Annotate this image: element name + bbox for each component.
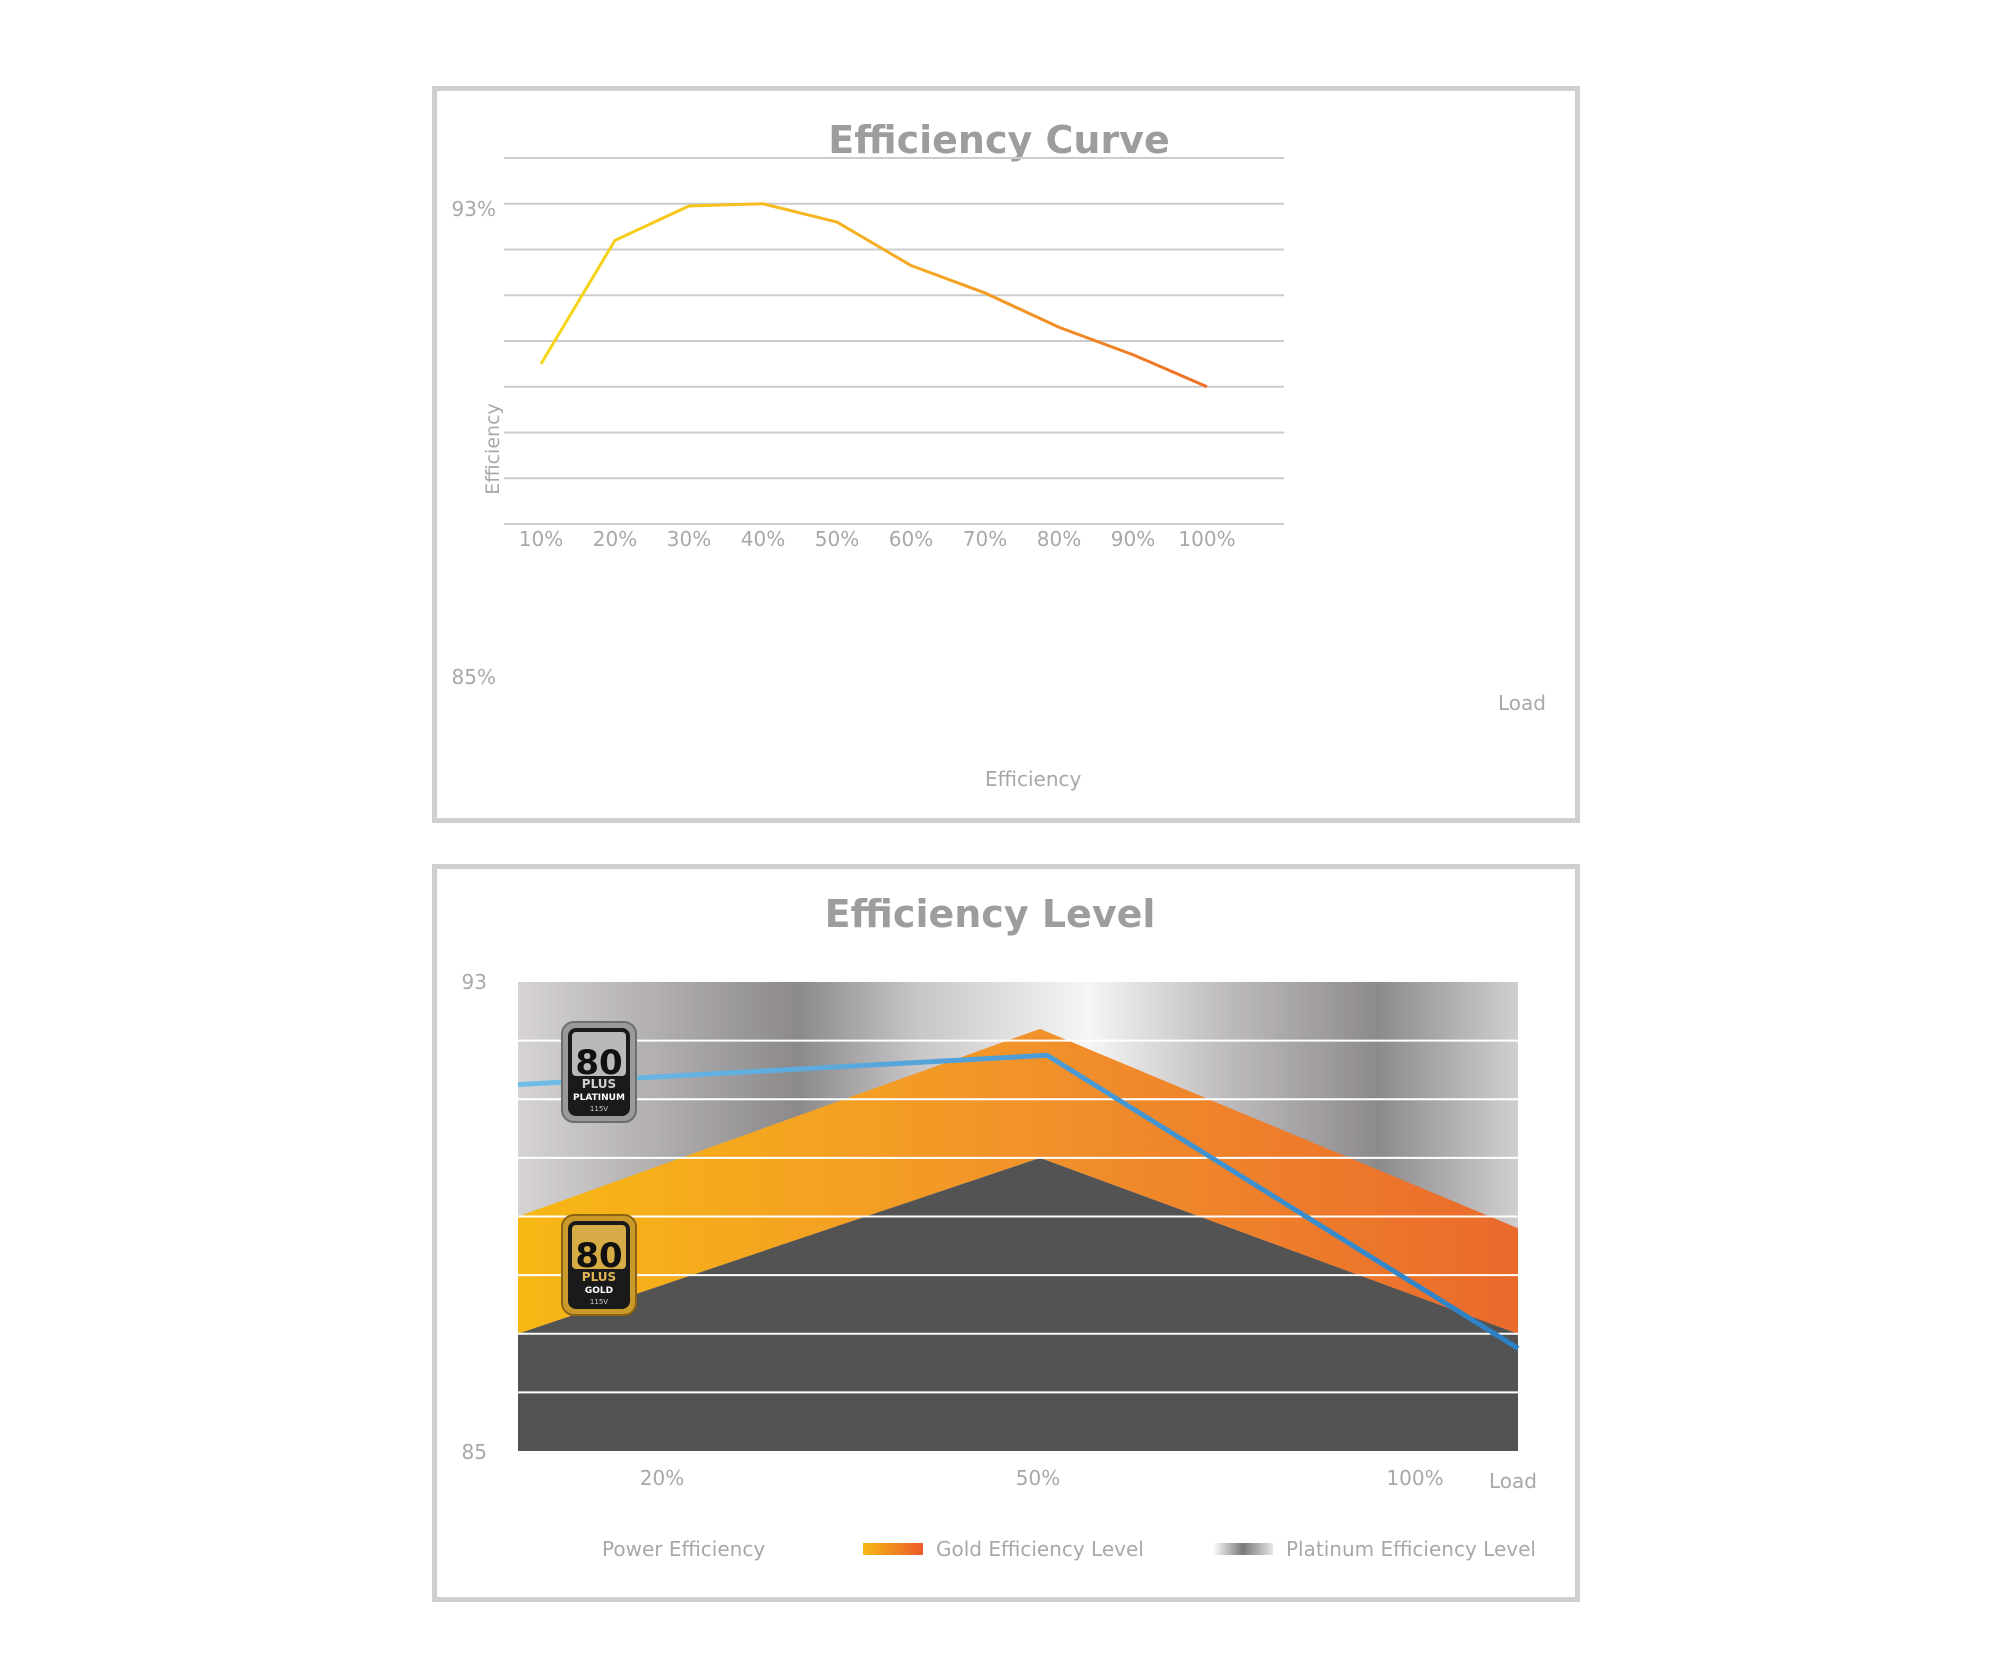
series-lines bbox=[539, 202, 1208, 389]
x-tick-label: 50% bbox=[815, 527, 859, 551]
x-tick-label: 20% bbox=[593, 527, 637, 551]
x-tick-label: 40% bbox=[741, 527, 785, 551]
series-line-efficiency bbox=[539, 202, 1208, 389]
x-tick-label: 100% bbox=[1178, 527, 1235, 551]
y-tick-label-bottom: 85 bbox=[462, 1440, 487, 1464]
legend-item-power-efficiency: Power Efficiency bbox=[523, 1537, 765, 1561]
y-tick-label-top: 93 bbox=[462, 970, 487, 994]
badge-voltage: 115V bbox=[590, 1298, 608, 1306]
x-tick-label: 70% bbox=[963, 527, 1007, 551]
legend-swatch bbox=[1213, 1543, 1273, 1555]
x-tick-label: 10% bbox=[519, 527, 563, 551]
legend: Efficiency bbox=[917, 767, 1082, 791]
legend-label: Efficiency bbox=[985, 767, 1082, 791]
platinum-badge: 80 PLUS PLATINUM 115V bbox=[561, 1021, 637, 1123]
x-tick-labels: 10% 20% 30% 40% 50% 60% 70% 80% 90% 100% bbox=[519, 527, 1236, 551]
legend-label: Gold Efficiency Level bbox=[936, 1537, 1144, 1561]
badge-brand: PLUS bbox=[582, 1270, 616, 1284]
legend-item-platinum-level: Platinum Efficiency Level bbox=[1213, 1537, 1536, 1561]
badge-number: 80 bbox=[575, 1236, 622, 1276]
x-axis-label: Load bbox=[1498, 691, 1546, 715]
x-axis-label: Load bbox=[1489, 1469, 1537, 1493]
legend-item-gold-level: Gold Efficiency Level bbox=[863, 1537, 1144, 1561]
badge-voltage: 115V bbox=[590, 1105, 608, 1113]
badge-level: PLATINUM bbox=[573, 1093, 625, 1103]
y-tick-label-top: 93% bbox=[452, 197, 496, 221]
x-tick-label: 30% bbox=[667, 527, 711, 551]
x-tick-labels: 20% 50% 100% bbox=[640, 1466, 1444, 1490]
series-line-power-efficiency bbox=[517, 1052, 1520, 1351]
legend: Power Efficiency Gold Efficiency Level P… bbox=[523, 1537, 1536, 1561]
y-axis-label: Efficiency bbox=[482, 403, 504, 495]
grid-lines bbox=[518, 1039, 1518, 1394]
badge-number: 80 bbox=[575, 1043, 622, 1083]
badge-brand: PLUS bbox=[582, 1077, 616, 1091]
grid-lines bbox=[504, 157, 1284, 525]
power-efficiency-line bbox=[517, 1052, 1520, 1351]
chart-title: Efficiency Curve bbox=[828, 118, 1169, 162]
y-tick-label-bottom: 85% bbox=[452, 665, 496, 689]
x-tick-label: 80% bbox=[1037, 527, 1081, 551]
efficiency-curve-chart: Efficiency Curve 93% 85% Efficiency 10% 2… bbox=[452, 118, 1546, 791]
x-tick-label: 100% bbox=[1386, 1466, 1443, 1490]
x-tick-label: 60% bbox=[889, 527, 933, 551]
gold-badge: 80 PLUS GOLD 115V bbox=[561, 1214, 637, 1316]
badge-level: GOLD bbox=[585, 1286, 613, 1296]
x-tick-label: 20% bbox=[640, 1466, 684, 1490]
badge-face bbox=[572, 1225, 626, 1269]
legend-label: Platinum Efficiency Level bbox=[1286, 1537, 1536, 1561]
badge-face bbox=[572, 1032, 626, 1076]
legend-label: Power Efficiency bbox=[602, 1537, 765, 1561]
x-tick-label: 50% bbox=[1016, 1466, 1060, 1490]
baseline-efficiency-area bbox=[518, 1157, 1518, 1451]
chart-title: Efficiency Level bbox=[825, 892, 1156, 936]
legend-swatch bbox=[863, 1543, 923, 1555]
efficiency-level-chart: Efficiency Level 80 PLUS PLATINUM 115V 8… bbox=[462, 892, 1537, 1561]
gold-efficiency-area bbox=[518, 1028, 1518, 1334]
x-tick-label: 90% bbox=[1111, 527, 1155, 551]
efficiency-curve-panel: Efficiency Curve 93% 85% Efficiency 10% 2… bbox=[432, 86, 1580, 823]
efficiency-level-panel: Efficiency Level 80 PLUS PLATINUM 115V 8… bbox=[432, 864, 1580, 1602]
